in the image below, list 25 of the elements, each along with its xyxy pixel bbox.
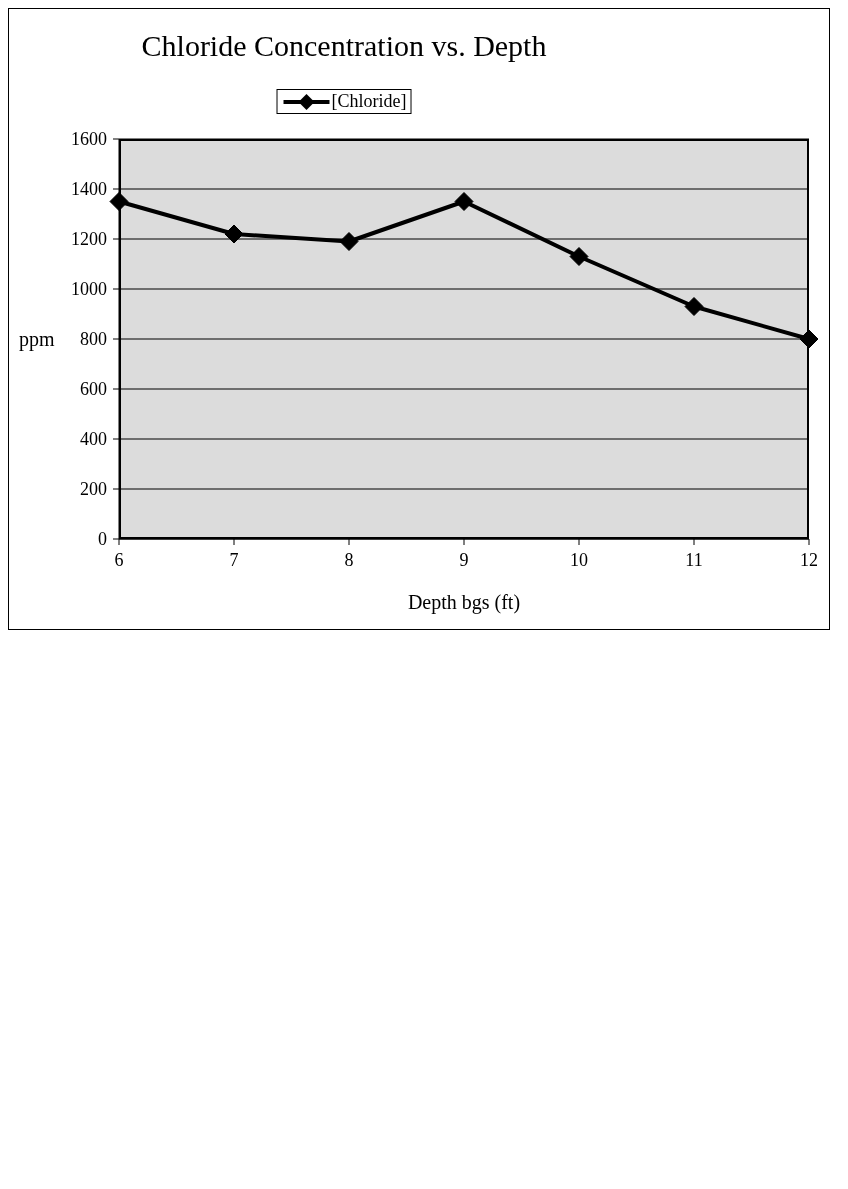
y-axis-title: ppm [19,328,55,352]
y-tick-label: 1200 [71,229,107,250]
point [569,247,589,266]
y-tick-label: 600 [80,379,107,400]
x-tick-label: 8 [344,549,354,570]
y-tick-label: 1000 [71,279,107,300]
x-tick-label: 10 [570,549,588,570]
x-tick-label: 12 [800,549,818,570]
x-tick-label: 7 [229,549,239,570]
x-axis-title: Depth bgs (ft) [407,591,521,614]
legend-label: [Chloride] [331,91,407,112]
point [454,192,474,211]
y-tick-label: 200 [80,479,107,500]
y-tick-label: 0 [98,529,107,550]
y-tick-label: 800 [80,329,107,350]
x-tick-label: 6 [114,549,124,570]
point [684,297,704,316]
y-tick-label: 400 [80,429,107,450]
y-tick-label: 1400 [71,179,107,200]
x-tick-label: 11 [685,549,703,570]
chart-title: Chloride Concentration vs. Depth [141,29,547,63]
point [224,224,244,244]
x-tick-label: 9 [459,549,469,570]
point [339,232,359,251]
y-tick-label: 1600 [71,129,107,150]
